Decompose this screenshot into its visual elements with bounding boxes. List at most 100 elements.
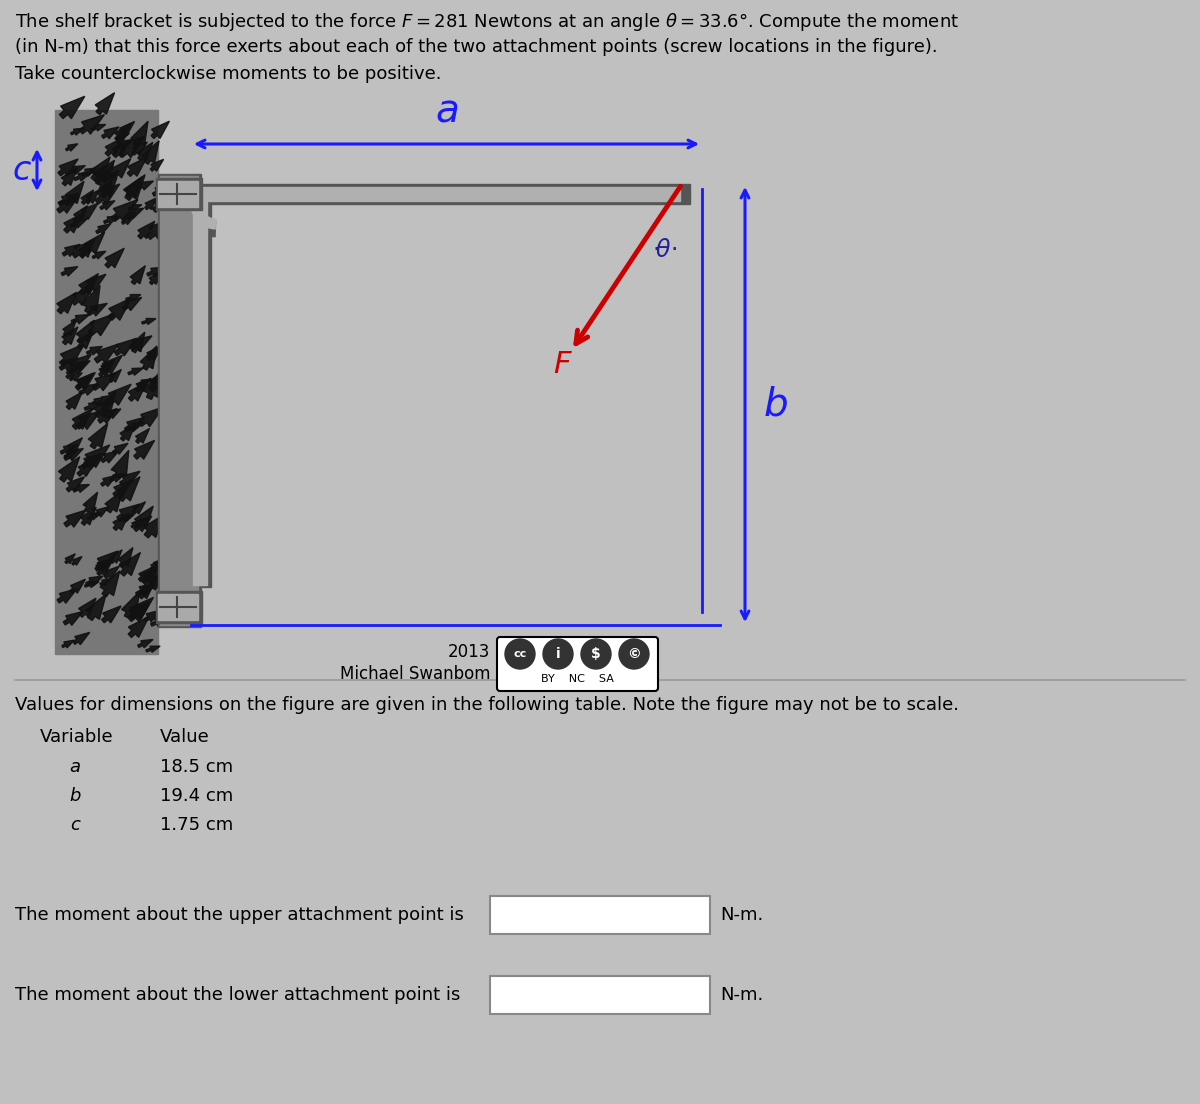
- FancyArrow shape: [95, 507, 109, 517]
- FancyArrow shape: [65, 181, 84, 204]
- FancyArrow shape: [76, 372, 95, 391]
- FancyArrow shape: [62, 640, 74, 648]
- FancyArrow shape: [76, 411, 101, 429]
- FancyArrow shape: [102, 127, 119, 139]
- FancyArrow shape: [79, 115, 104, 135]
- FancyArrow shape: [118, 477, 140, 501]
- FancyArrow shape: [70, 373, 83, 381]
- Text: 2013: 2013: [448, 643, 490, 661]
- FancyArrow shape: [73, 485, 90, 492]
- FancyArrow shape: [150, 567, 166, 590]
- FancyArrow shape: [134, 506, 154, 529]
- Text: a: a: [70, 758, 80, 776]
- FancyArrow shape: [109, 370, 121, 382]
- Text: $a$: $a$: [434, 92, 458, 130]
- FancyArrow shape: [66, 144, 78, 151]
- FancyArrow shape: [88, 512, 101, 520]
- FancyArrow shape: [139, 584, 154, 598]
- Text: $F$: $F$: [553, 350, 574, 379]
- FancyArrow shape: [84, 403, 101, 411]
- FancyArrow shape: [79, 598, 96, 617]
- Bar: [158, 174, 202, 627]
- FancyArrow shape: [89, 423, 108, 449]
- FancyArrow shape: [119, 121, 134, 136]
- FancyArrow shape: [62, 244, 80, 256]
- FancyArrow shape: [146, 267, 164, 277]
- FancyArrow shape: [101, 450, 119, 463]
- Text: b: b: [70, 787, 80, 805]
- FancyArrow shape: [113, 479, 132, 497]
- Bar: [160, 176, 198, 625]
- FancyArrow shape: [128, 617, 149, 637]
- FancyArrow shape: [133, 516, 152, 532]
- FancyArrow shape: [73, 205, 88, 222]
- Text: Variable: Variable: [40, 728, 114, 746]
- FancyArrow shape: [139, 407, 163, 426]
- FancyArrow shape: [72, 287, 94, 305]
- FancyArrow shape: [80, 507, 96, 526]
- FancyArrow shape: [72, 556, 82, 565]
- FancyArrow shape: [59, 96, 85, 118]
- Bar: [156, 178, 202, 210]
- FancyArrow shape: [124, 212, 136, 220]
- FancyArrow shape: [92, 252, 106, 259]
- FancyArrow shape: [112, 450, 128, 478]
- FancyArrow shape: [107, 408, 121, 418]
- FancyArrow shape: [130, 336, 152, 351]
- FancyArrow shape: [61, 267, 78, 276]
- FancyArrow shape: [104, 566, 119, 578]
- FancyArrow shape: [65, 448, 78, 458]
- Circle shape: [542, 639, 574, 669]
- Text: cc: cc: [514, 649, 527, 659]
- Bar: [191, 189, 211, 587]
- FancyArrow shape: [89, 314, 115, 336]
- FancyArrow shape: [59, 358, 78, 371]
- FancyArrow shape: [96, 224, 110, 234]
- FancyArrow shape: [70, 354, 91, 371]
- FancyArrow shape: [142, 141, 160, 164]
- FancyArrow shape: [119, 136, 145, 158]
- FancyArrow shape: [146, 563, 164, 583]
- FancyArrow shape: [72, 408, 92, 429]
- Bar: [191, 184, 690, 204]
- FancyArrow shape: [88, 304, 107, 316]
- FancyArrow shape: [121, 592, 139, 618]
- FancyArrow shape: [103, 216, 119, 224]
- FancyArrow shape: [68, 166, 85, 174]
- FancyArrow shape: [96, 551, 118, 570]
- FancyArrow shape: [66, 477, 84, 492]
- Text: c: c: [70, 816, 80, 834]
- FancyArrow shape: [115, 134, 130, 140]
- FancyArrow shape: [128, 382, 146, 401]
- FancyArrow shape: [128, 368, 143, 375]
- FancyArrow shape: [112, 200, 138, 222]
- Text: $: $: [592, 647, 601, 661]
- FancyArrow shape: [95, 559, 113, 572]
- FancyArrow shape: [68, 361, 90, 374]
- Bar: [194, 187, 680, 201]
- FancyArrow shape: [120, 471, 140, 486]
- FancyArrow shape: [70, 217, 89, 227]
- Text: Value: Value: [160, 728, 210, 746]
- FancyArrow shape: [125, 177, 142, 198]
- FancyArrow shape: [84, 274, 106, 291]
- FancyArrow shape: [152, 184, 170, 197]
- FancyArrow shape: [137, 142, 152, 160]
- FancyArrow shape: [64, 213, 83, 233]
- FancyArrow shape: [149, 369, 170, 392]
- FancyArrow shape: [62, 320, 76, 336]
- FancyArrow shape: [97, 561, 112, 575]
- FancyArrow shape: [100, 201, 115, 210]
- Bar: [158, 594, 198, 620]
- FancyArrow shape: [142, 567, 158, 583]
- FancyArrow shape: [113, 513, 130, 530]
- FancyArrow shape: [82, 454, 103, 469]
- FancyArrow shape: [92, 397, 103, 404]
- Bar: [55, 110, 158, 654]
- Text: 19.4 cm: 19.4 cm: [160, 787, 233, 805]
- FancyArrow shape: [136, 379, 151, 392]
- Text: The shelf bracket is subjected to the force $F = 281$ Newtons at an angle $\thet: The shelf bracket is subjected to the fo…: [14, 11, 959, 33]
- FancyArrow shape: [144, 611, 161, 622]
- FancyArrow shape: [121, 215, 136, 224]
- FancyArrow shape: [101, 475, 116, 487]
